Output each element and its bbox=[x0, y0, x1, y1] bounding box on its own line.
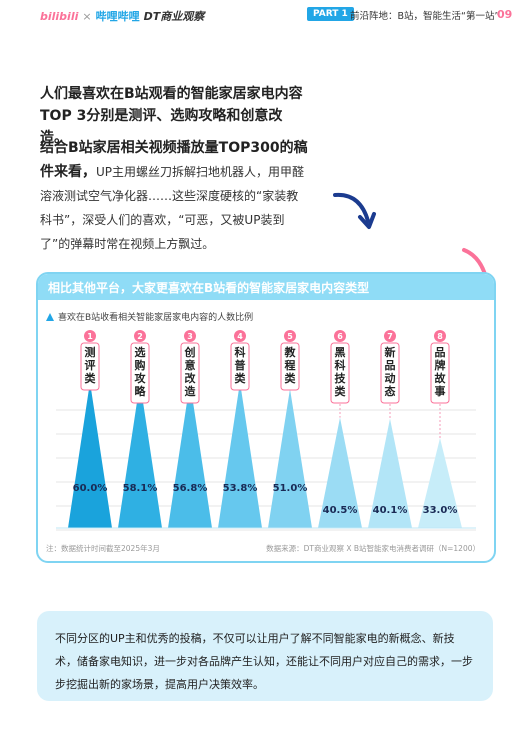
bar-8 bbox=[418, 438, 462, 528]
category-box bbox=[230, 342, 250, 391]
bar-4 bbox=[218, 382, 262, 528]
intro-headline: 人们最喜欢在B站观看的智能家居家电内容TOP 3分别是测评、选购攻略和创意改造。 bbox=[40, 86, 303, 146]
header-logo: bilibili × 哔哩哔哩 DT商业观察 bbox=[40, 8, 204, 24]
bar-1 bbox=[68, 382, 112, 528]
category-label: 品牌故事 bbox=[435, 346, 447, 398]
rank-number: 3 bbox=[187, 332, 193, 341]
category-label: 科普类 bbox=[235, 345, 247, 385]
category-label: 创意改造 bbox=[184, 345, 197, 398]
chart-legend: 喜欢在B站收看相关智能家居家电内容的人数比例 bbox=[46, 310, 253, 323]
bilibili-logo: bilibili bbox=[40, 9, 79, 23]
summary-text: 不同分区的UP主和优秀的投稿，不仅可以让用户了解不同智能家电的新概念、新技术，储… bbox=[55, 632, 473, 691]
arrow-icon bbox=[333, 192, 376, 229]
section-title: 前沿阵地：B站，智能生活“第一站” bbox=[350, 11, 500, 22]
value-label: 40.1% bbox=[373, 505, 408, 516]
dt-logo: DT商业观察 bbox=[143, 10, 205, 23]
rank-badge bbox=[384, 330, 396, 342]
intro-lead: 结合B站家居相关视频播放量TOP300的稿件来看， bbox=[40, 140, 308, 180]
rank-number: 1 bbox=[87, 332, 93, 341]
part-badge: PART 1 bbox=[307, 7, 354, 21]
brand-logo: 哔哩哔哩 bbox=[95, 10, 140, 23]
value-label: 53.8% bbox=[223, 483, 258, 494]
bar-2 bbox=[118, 382, 162, 528]
rank-number: 8 bbox=[437, 332, 443, 341]
rank-number: 6 bbox=[337, 332, 343, 341]
intro-body: 结合B站家居相关视频播放量TOP300的稿件来看，UP主用螺丝刀拆解扫地机器人，… bbox=[40, 136, 310, 256]
rank-badge bbox=[84, 330, 96, 342]
value-label: 40.5% bbox=[323, 505, 358, 516]
category-box bbox=[130, 342, 150, 404]
category-label: 教程类 bbox=[284, 345, 297, 385]
category-label: 新品动态 bbox=[385, 345, 396, 398]
chart-note: 注：数据统计时间截至2025年3月 bbox=[46, 544, 160, 553]
rank-badge bbox=[234, 330, 246, 342]
rank-badge bbox=[334, 330, 346, 342]
rank-number: 4 bbox=[237, 332, 243, 341]
rank-badge bbox=[134, 330, 146, 342]
category-label: 测评类 bbox=[85, 345, 97, 385]
category-box bbox=[80, 342, 100, 391]
category-box bbox=[380, 342, 400, 404]
rank-number: 7 bbox=[387, 332, 393, 341]
chart-title-bar: 相比其他平台，大家更喜欢在B站看的智能家居家电内容类型 bbox=[38, 274, 494, 300]
category-label: 黑科技类 bbox=[335, 346, 347, 398]
bar-6 bbox=[318, 417, 362, 528]
bar-5 bbox=[268, 388, 312, 528]
category-box bbox=[280, 342, 300, 391]
chart-card: 相比其他平台，大家更喜欢在B站看的智能家居家电内容类型 bbox=[36, 272, 496, 563]
category-box bbox=[330, 342, 350, 404]
rank-badge bbox=[434, 330, 446, 342]
rank-number: 5 bbox=[287, 332, 293, 341]
value-label: 60.0% bbox=[73, 483, 108, 494]
category-label: 选购攻略 bbox=[135, 345, 147, 398]
legend-triangle-icon bbox=[46, 312, 54, 321]
value-label: 56.8% bbox=[173, 483, 208, 494]
logo-separator: × bbox=[82, 9, 92, 23]
intro-text: UP主用螺丝刀拆解扫地机器人，用甲醛溶液测试空气净化器……这些深度硬核的“家装教… bbox=[40, 165, 305, 251]
bar-3 bbox=[168, 382, 212, 528]
legend-label: 喜欢在B站收看相关智能家居家电内容的人数比例 bbox=[58, 313, 254, 323]
chart-source: 数据来源：DT商业观察 X B站智能家电消费者调研（N=1200） bbox=[266, 544, 480, 553]
rank-badge bbox=[184, 330, 196, 342]
value-label: 51.0% bbox=[273, 483, 308, 494]
value-label: 33.0% bbox=[423, 505, 458, 516]
bar-chart: 1 测评类 60.0% 2 选购攻略 58.1% 3 创意改造 56.8% 4 科普类 53.8% 5 教… bbox=[56, 330, 476, 531]
chart-title: 相比其他平台，大家更喜欢在B站看的智能家居家电内容类型 bbox=[48, 281, 370, 295]
page-number: 09 bbox=[497, 8, 513, 21]
rank-badge bbox=[284, 330, 296, 342]
bar-7 bbox=[368, 418, 412, 528]
summary-box: 不同分区的UP主和优秀的投稿，不仅可以让用户了解不同智能家电的新概念、新技术，储… bbox=[37, 611, 493, 701]
rank-number: 2 bbox=[137, 332, 143, 341]
category-box bbox=[430, 342, 450, 404]
category-box bbox=[180, 342, 200, 404]
value-label: 58.1% bbox=[123, 483, 158, 494]
